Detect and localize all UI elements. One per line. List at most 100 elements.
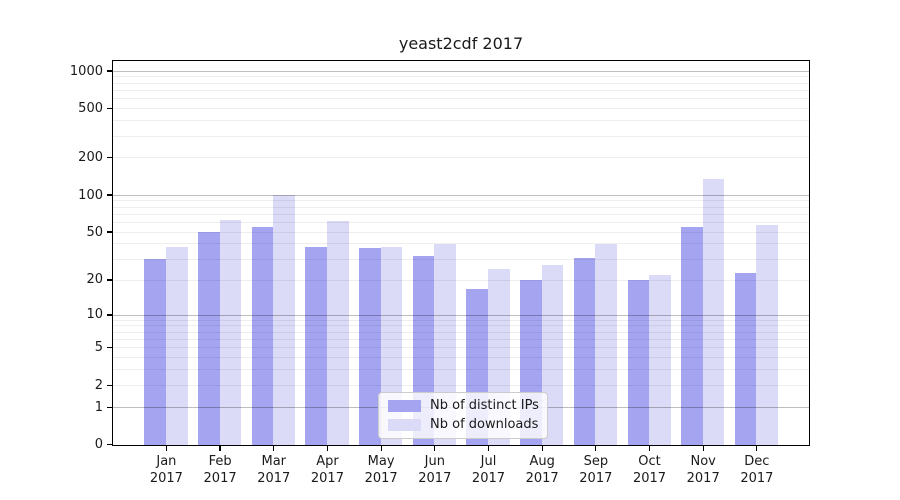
chart-title: yeast2cdf 2017 bbox=[398, 34, 524, 53]
y-tick-0 bbox=[107, 444, 112, 446]
y-tick-200 bbox=[107, 157, 112, 159]
minor-gridline-4 bbox=[113, 357, 809, 359]
x-tick-jul bbox=[487, 446, 490, 451]
bar-distinct-ips-oct bbox=[627, 280, 650, 445]
x-tick-jun bbox=[434, 446, 436, 451]
minor-gridline-400 bbox=[113, 120, 809, 122]
y-tick-500 bbox=[107, 107, 112, 110]
x-tick-label-mar: Mar 2017 bbox=[257, 454, 291, 486]
x-tick-feb bbox=[219, 446, 221, 451]
bar-distinct-ips-may bbox=[359, 248, 381, 445]
legend-label-distinct-ips: Nb of distinct IPs bbox=[430, 398, 539, 413]
y-tick-label-20: 20 bbox=[86, 272, 103, 288]
x-tick-label-aug: Aug 2017 bbox=[525, 454, 559, 486]
x-tick-label-dec: Dec 2017 bbox=[740, 454, 774, 486]
minor-gridline-60 bbox=[113, 221, 809, 223]
y-tick-2 bbox=[107, 384, 112, 386]
x-tick-jan bbox=[165, 446, 167, 451]
minor-gridline-9 bbox=[113, 319, 809, 321]
x-tick-label-jun: Jun 2017 bbox=[418, 454, 452, 486]
x-tick-nov bbox=[702, 446, 704, 451]
y-tick-label-2: 2 bbox=[94, 377, 103, 393]
bar-downloads-jan bbox=[166, 246, 188, 445]
y-tick-label-200: 200 bbox=[78, 150, 103, 166]
minor-gridline-500 bbox=[113, 108, 809, 110]
x-tick-label-may: May 2017 bbox=[364, 454, 398, 486]
bar-distinct-ips-apr bbox=[305, 246, 328, 445]
minor-gridline-300 bbox=[113, 135, 809, 137]
x-tick-aug bbox=[541, 446, 543, 451]
legend-entry-downloads: Nb of downloads bbox=[379, 415, 547, 434]
legend-swatch-distinct-ips bbox=[388, 399, 421, 412]
y-tick-label-50: 50 bbox=[86, 224, 103, 240]
minor-gridline-30 bbox=[113, 258, 809, 260]
bar-downloads-dec bbox=[756, 224, 779, 445]
bar-distinct-ips-dec bbox=[734, 273, 757, 445]
bar-downloads-feb bbox=[219, 220, 242, 445]
x-tick-oct bbox=[648, 446, 651, 451]
minor-gridline-8 bbox=[113, 325, 809, 327]
minor-gridline-20 bbox=[113, 279, 809, 281]
minor-gridline-900 bbox=[113, 76, 809, 78]
bar-distinct-ips-feb bbox=[198, 232, 220, 445]
y-tick-label-5: 5 bbox=[94, 340, 103, 356]
bar-downloads-mar bbox=[273, 195, 295, 445]
minor-gridline-6 bbox=[113, 338, 809, 340]
x-tick-label-apr: Apr 2017 bbox=[310, 454, 344, 486]
x-tick-label-sep: Sep 2017 bbox=[579, 454, 613, 486]
minor-gridline-80 bbox=[113, 206, 809, 208]
y-tick-50 bbox=[107, 231, 112, 233]
minor-gridline-700 bbox=[113, 89, 809, 91]
x-tick-mar bbox=[273, 446, 275, 451]
x-tick-label-oct: Oct 2017 bbox=[632, 454, 667, 486]
minor-gridline-40 bbox=[113, 243, 809, 245]
x-tick-may bbox=[380, 446, 382, 451]
major-gridline-1000 bbox=[113, 70, 809, 72]
plot-area: Nb of distinct IPs Nb of downloads bbox=[112, 60, 810, 446]
minor-gridline-7 bbox=[113, 331, 809, 333]
x-tick-label-jan: Jan 2017 bbox=[149, 454, 183, 486]
minor-gridline-800 bbox=[113, 82, 809, 84]
legend-swatch-downloads bbox=[388, 418, 421, 431]
bar-downloads-apr bbox=[327, 220, 349, 445]
y-tick-20 bbox=[107, 279, 112, 281]
minor-gridline-70 bbox=[113, 213, 809, 215]
minor-gridline-200 bbox=[113, 157, 809, 159]
x-tick-apr bbox=[326, 446, 329, 451]
x-tick-label-nov: Nov 2017 bbox=[686, 454, 720, 486]
x-tick-sep bbox=[595, 446, 597, 451]
legend-label-downloads: Nb of downloads bbox=[430, 417, 539, 432]
minor-gridline-3 bbox=[113, 369, 809, 371]
bar-downloads-nov bbox=[702, 179, 725, 445]
y-tick-label-500: 500 bbox=[78, 100, 103, 116]
y-tick-label-10: 10 bbox=[86, 307, 103, 323]
y-tick-1000 bbox=[107, 70, 112, 72]
bar-distinct-ips-jan bbox=[144, 259, 166, 445]
bar-distinct-ips-sep bbox=[573, 257, 596, 445]
minor-gridline-2 bbox=[113, 384, 809, 386]
y-tick-1 bbox=[107, 406, 112, 408]
y-tick-10 bbox=[107, 314, 112, 316]
y-tick-label-0: 0 bbox=[94, 437, 103, 453]
bar-distinct-ips-mar bbox=[251, 227, 274, 445]
legend-entry-distinct-ips: Nb of distinct IPs bbox=[379, 396, 547, 415]
y-tick-label-1000: 1000 bbox=[69, 63, 103, 79]
y-tick-label-1: 1 bbox=[94, 399, 103, 415]
minor-gridline-5 bbox=[113, 347, 809, 349]
y-tick-100 bbox=[107, 194, 112, 196]
legend: Nb of distinct IPs Nb of downloads bbox=[378, 392, 548, 439]
x-tick-dec bbox=[756, 446, 758, 451]
major-gridline-100 bbox=[113, 194, 809, 196]
x-tick-label-feb: Feb 2017 bbox=[203, 454, 237, 486]
y-tick-5 bbox=[107, 347, 112, 349]
bar-downloads-oct bbox=[649, 275, 671, 445]
minor-gridline-600 bbox=[113, 98, 809, 100]
bar-downloads-sep bbox=[595, 244, 618, 445]
y-tick-label-100: 100 bbox=[78, 187, 103, 203]
major-gridline-10 bbox=[113, 314, 809, 316]
minor-gridline-90 bbox=[113, 200, 809, 202]
bar-distinct-ips-nov bbox=[681, 227, 703, 445]
x-tick-label-jul: Jul 2017 bbox=[471, 454, 506, 486]
minor-gridline-50 bbox=[113, 231, 809, 233]
